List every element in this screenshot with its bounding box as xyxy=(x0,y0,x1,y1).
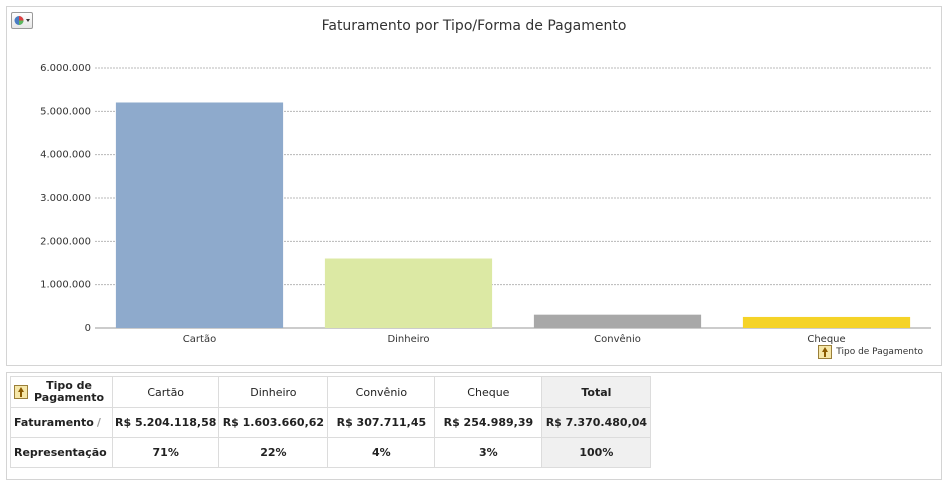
drill-up-icon[interactable] xyxy=(14,385,28,399)
x-category-label: Convênio xyxy=(594,333,641,345)
x-category-label: Dinheiro xyxy=(387,334,429,345)
row-header-faturamento: Faturamento / xyxy=(10,407,113,438)
y-tick-label: 0 xyxy=(85,323,91,334)
drill-label: Tipo de Pagamento xyxy=(836,347,923,357)
table-cell: R$ 307.711,45 xyxy=(327,407,436,438)
column-header[interactable]: Cheque xyxy=(434,376,543,408)
table-cell-total: R$ 7.370.480,04 xyxy=(541,407,652,438)
bar-1[interactable] xyxy=(115,102,284,329)
pie-chart-icon xyxy=(14,16,30,25)
drill-area: Tipo de Pagamento xyxy=(818,345,923,359)
column-header[interactable]: Cartão xyxy=(111,376,220,408)
table-cell: R$ 254.989,39 xyxy=(434,407,543,438)
column-header[interactable]: Convênio xyxy=(327,376,436,408)
x-category-label: Cartão xyxy=(183,334,216,345)
y-tick-label: 1.000.000 xyxy=(40,280,91,291)
table-cell: 22% xyxy=(218,437,329,468)
chart-title: Faturamento por Tipo/Forma de Pagamento xyxy=(322,18,627,34)
bar-3[interactable] xyxy=(533,314,702,328)
chart-type-button[interactable] xyxy=(11,12,33,29)
corner-label-2: Pagamento xyxy=(34,391,105,404)
table-cell: R$ 5.204.118,58 xyxy=(111,407,220,438)
row-header-representacao: Representação xyxy=(10,437,113,468)
table-cell: R$ 1.603.660,62 xyxy=(218,407,329,438)
bar-chart: Faturamento por Tipo/Forma de Pagamento … xyxy=(40,18,931,345)
y-tick-label: 2.000.000 xyxy=(40,236,91,247)
y-tick-label: 6.000.000 xyxy=(40,63,91,74)
table-cell: 4% xyxy=(327,437,436,468)
y-tick-label: 3.000.000 xyxy=(40,193,91,204)
bar-2[interactable] xyxy=(324,258,493,328)
bar-4[interactable] xyxy=(742,316,911,328)
corner-label-1: Tipo de xyxy=(46,379,92,392)
table-cell: 3% xyxy=(434,437,543,468)
y-tick-label: 5.000.000 xyxy=(40,106,91,117)
column-header[interactable]: Dinheiro xyxy=(218,376,329,408)
table-header-row: Tipo de Pagamento Cartão Dinheiro Convên… xyxy=(10,376,652,408)
table-row: Faturamento / R$ 5.204.118,58 R$ 1.603.66… xyxy=(10,407,652,438)
table-cell-total: 100% xyxy=(541,437,652,468)
table-cell: 71% xyxy=(111,437,220,468)
table-row: Representação 71% 22% 4% 3% 100% xyxy=(10,437,652,468)
table-corner-cell: Tipo de Pagamento xyxy=(10,376,113,408)
drill-up-icon[interactable] xyxy=(818,345,833,359)
y-tick-label: 4.000.000 xyxy=(40,150,91,161)
data-table: Tipo de Pagamento Cartão Dinheiro Convên… xyxy=(10,376,652,468)
chart-panel: Faturamento por Tipo/Forma de Pagamento … xyxy=(6,6,942,366)
column-header-total[interactable]: Total xyxy=(541,376,652,408)
x-category-label: Cheque xyxy=(807,334,845,345)
table-panel: Tipo de Pagamento Cartão Dinheiro Convên… xyxy=(6,372,942,480)
